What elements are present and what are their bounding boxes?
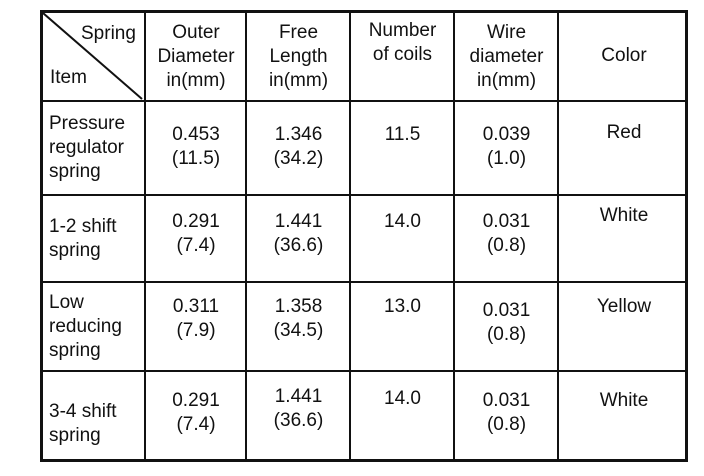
row-item: 3-4 shift spring xyxy=(49,400,117,448)
value-text: (0.8) xyxy=(486,414,527,435)
header-text: Outer xyxy=(172,22,220,43)
header-text: Color xyxy=(601,45,647,66)
row-divider xyxy=(43,281,685,283)
value-text: 0.311 xyxy=(172,296,220,317)
value-text: 1.441 xyxy=(274,386,323,407)
row-item: Low reducing spring xyxy=(49,291,122,363)
column-divider xyxy=(453,13,455,459)
free-length-value: 1.358 (34.5) xyxy=(248,295,349,343)
outer-diameter-value: 0.291 (7.4) xyxy=(147,389,245,437)
value-text: 0.031 xyxy=(482,300,531,321)
spring-spec-table: Spring Item Outer Diameter in(mm) Free L… xyxy=(40,10,688,462)
header-free-length: Free Length in(mm) xyxy=(248,21,349,93)
header-spring-label: Spring xyxy=(81,23,136,44)
header-corner-diagonal xyxy=(43,13,143,100)
wire-diameter-value: 0.031 (0.8) xyxy=(456,210,557,258)
item-text: reducing xyxy=(49,316,122,337)
header-text: Free xyxy=(278,22,319,43)
header-text: in(mm) xyxy=(166,70,226,91)
value-text: 0.291 xyxy=(172,390,220,411)
header-text: Wire xyxy=(486,22,527,43)
value-text: 0.031 xyxy=(482,211,531,232)
value-text: 1.441 xyxy=(274,211,323,232)
value-text: (0.8) xyxy=(486,324,527,345)
item-text: Pressure xyxy=(49,113,126,134)
column-divider xyxy=(557,13,559,459)
value-text: 0.291 xyxy=(172,211,220,232)
wire-diameter-value: 0.031 (0.8) xyxy=(456,299,557,347)
number-of-coils-value: 13.0 xyxy=(384,296,421,317)
row-divider xyxy=(43,100,685,102)
header-text: diameter xyxy=(469,46,544,67)
header-text: Number xyxy=(368,20,437,41)
free-length-value: 1.441 (36.6) xyxy=(248,385,349,433)
row-divider xyxy=(43,370,685,372)
number-of-coils-value: 14.0 xyxy=(384,388,421,409)
value-text: (7.4) xyxy=(176,414,216,435)
column-divider xyxy=(245,13,247,459)
value-text: 0.039 xyxy=(482,124,531,145)
value-text: (34.5) xyxy=(273,320,324,341)
color-value: White xyxy=(599,205,649,226)
value-text: (1.0) xyxy=(486,148,527,169)
header-text: Length xyxy=(269,46,328,67)
header-text: in(mm) xyxy=(268,70,329,91)
value-text: 0.031 xyxy=(482,390,531,411)
header-item-label: Item xyxy=(50,67,87,88)
header-color: Color xyxy=(560,44,688,68)
value-text: (11.5) xyxy=(171,148,221,169)
item-text: 1-2 shift xyxy=(49,216,117,237)
value-text: (36.6) xyxy=(273,410,324,431)
item-text: spring xyxy=(49,425,101,446)
outer-diameter-value: 0.311 (7.9) xyxy=(147,295,245,343)
item-text: regulator xyxy=(49,137,124,158)
header-text: in(mm) xyxy=(476,70,537,91)
header-number-of-coils: Number of coils xyxy=(352,19,453,67)
row-item: 1-2 shift spring xyxy=(49,215,117,263)
value-text: (36.6) xyxy=(273,235,324,256)
number-of-coils-value: 11.5 xyxy=(384,124,421,145)
row-divider xyxy=(43,194,685,196)
outer-diameter-value: 0.291 (7.4) xyxy=(147,210,245,258)
item-text: spring xyxy=(49,340,101,361)
row-item: Pressure regulator spring xyxy=(49,112,125,184)
value-text: 0.453 xyxy=(172,124,220,145)
color-value: Red xyxy=(606,122,642,143)
item-text: 3-4 shift xyxy=(49,401,117,422)
column-divider xyxy=(349,13,351,459)
free-length-value: 1.346 (34.2) xyxy=(248,123,349,171)
value-text: (0.8) xyxy=(486,235,527,256)
header-outer-diameter: Outer Diameter in(mm) xyxy=(147,21,245,93)
color-value: White xyxy=(599,390,649,411)
value-text: (7.9) xyxy=(176,320,216,341)
value-text: 1.346 xyxy=(274,124,323,145)
item-text: spring xyxy=(49,161,101,182)
value-text: 1.358 xyxy=(274,296,323,317)
header-text: Diameter xyxy=(157,46,235,67)
color-value: Yellow xyxy=(596,296,652,317)
value-text: (7.4) xyxy=(176,235,216,256)
column-divider xyxy=(144,13,146,459)
wire-diameter-value: 0.031 (0.8) xyxy=(456,389,557,437)
value-text: (34.2) xyxy=(273,148,324,169)
item-text: Low xyxy=(49,292,84,313)
item-text: spring xyxy=(49,240,101,261)
wire-diameter-value: 0.039 (1.0) xyxy=(456,123,557,171)
number-of-coils-value: 14.0 xyxy=(384,211,421,232)
free-length-value: 1.441 (36.6) xyxy=(248,210,349,258)
header-wire-diameter: Wire diameter in(mm) xyxy=(456,21,557,93)
header-text: of coils xyxy=(372,44,433,65)
outer-diameter-value: 0.453 (11.5) xyxy=(147,123,245,171)
